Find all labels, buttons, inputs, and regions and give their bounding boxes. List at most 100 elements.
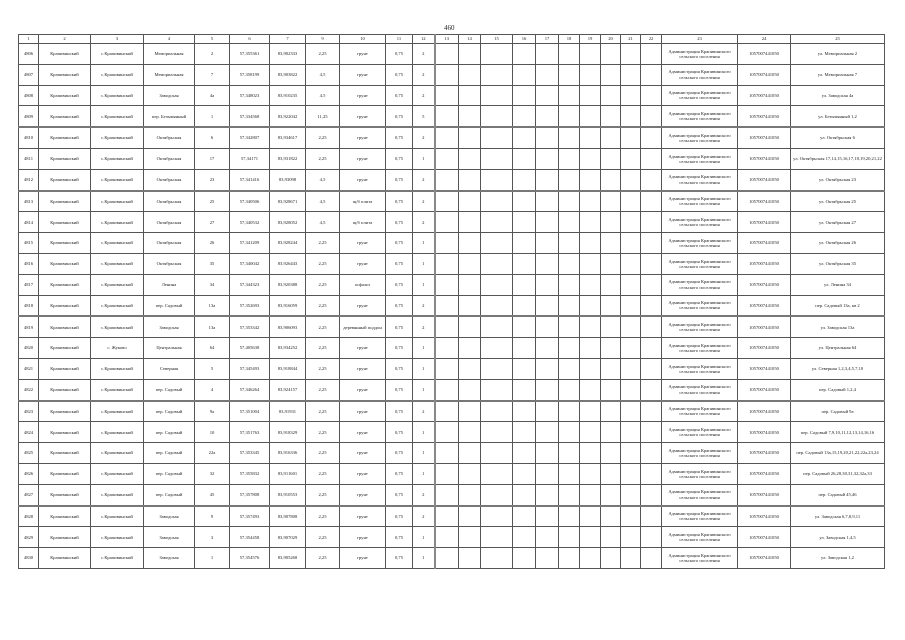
table-cell: грунт xyxy=(339,147,386,170)
table-cell: Крапивинский xyxy=(38,357,91,380)
table-cell: 57,341209 xyxy=(229,232,270,254)
table-row: 4820 Крапивинский с. Жуково Центральная 64 57… xyxy=(18,337,885,359)
table-cell xyxy=(640,105,662,128)
table-cell: 57,357808 xyxy=(229,483,270,507)
table-cell: 57,405638 xyxy=(229,337,270,359)
table-cell xyxy=(512,357,536,380)
column-header: 18 xyxy=(558,34,580,44)
column-header: 17 xyxy=(535,34,559,44)
table-cell xyxy=(535,273,559,296)
table-cell xyxy=(480,84,513,107)
column-header: 16 xyxy=(512,34,536,44)
table-cell xyxy=(535,315,559,339)
table-cell: 9а xyxy=(194,399,230,423)
table-cell xyxy=(558,483,580,507)
table-cell: 34 xyxy=(194,273,230,296)
column-header: 5 xyxy=(194,34,230,44)
table-cell: 83,903822 xyxy=(269,63,306,86)
table-cell xyxy=(535,252,559,275)
table-cell: 0,75 xyxy=(385,337,413,359)
table-cell: 83,934617 xyxy=(269,126,306,149)
table-cell: с.Крапивинский xyxy=(90,442,144,464)
table-cell: 2 xyxy=(194,43,230,65)
table-cell xyxy=(512,378,536,402)
page-number: 460 xyxy=(444,24,455,32)
table-row: 4830 Крапивинский с.Крапивинский Заводская 1… xyxy=(18,547,885,569)
table-cell xyxy=(579,526,601,549)
table-cell: 0,75 xyxy=(385,126,413,149)
table-cell: 83,924157 xyxy=(269,378,306,402)
table-cell: 2,25 xyxy=(305,252,340,275)
table-cell xyxy=(480,378,513,402)
table-cell: с.Крапивинский xyxy=(90,43,144,65)
table-cell xyxy=(579,399,601,423)
table-cell xyxy=(620,43,641,65)
column-header: 25 xyxy=(790,34,885,44)
table-cell: грунт xyxy=(339,337,386,359)
table-cell xyxy=(558,189,580,213)
table-cell xyxy=(640,232,662,254)
table-cell: с.Крапивинский xyxy=(90,547,144,569)
table-cell xyxy=(600,526,621,549)
table-cell: 4813 xyxy=(18,189,39,213)
table-cell: 4825 xyxy=(18,442,39,464)
column-header: 23 xyxy=(661,34,738,44)
table-cell xyxy=(512,399,536,423)
table-cell xyxy=(480,189,513,213)
table-cell: 83,907029 xyxy=(269,526,306,549)
table-cell: Крапивинский xyxy=(38,273,91,296)
table-cell xyxy=(640,252,662,275)
table-cell xyxy=(480,421,513,444)
table-cell xyxy=(558,84,580,107)
table-cell: 1057007441050 xyxy=(737,421,791,444)
table-cell xyxy=(458,378,481,402)
table-cell xyxy=(535,232,559,254)
table-cell: ул. Октябрьская 27 xyxy=(790,211,885,234)
table-cell: Крапивинский xyxy=(38,147,91,170)
table-cell: Администрация Крапивинского сельского по… xyxy=(661,294,738,317)
table-cell: 83,916059 xyxy=(269,294,306,317)
table-cell: пер. Садовый xyxy=(143,378,195,402)
table-cell: 57,34171 xyxy=(229,147,270,170)
table-cell xyxy=(579,315,601,339)
table-cell xyxy=(640,189,662,213)
table-cell: 6 xyxy=(194,126,230,149)
table-cell xyxy=(579,547,601,569)
table-cell: Крапивинский xyxy=(38,252,91,275)
table-cell xyxy=(535,105,559,128)
table-cell: с.Крапивинский xyxy=(90,378,144,402)
table-cell xyxy=(579,43,601,65)
table-cell xyxy=(512,526,536,549)
table-cell: 1057007441050 xyxy=(737,483,791,507)
column-header: 14 xyxy=(458,34,481,44)
table-cell xyxy=(512,294,536,317)
table-cell xyxy=(512,504,536,528)
table-cell xyxy=(640,421,662,444)
table-cell: 57,340042 xyxy=(229,252,270,275)
table-cell xyxy=(458,105,481,128)
table-cell: Крапивинский xyxy=(38,168,91,192)
table-cell xyxy=(480,273,513,296)
table-cell xyxy=(458,63,481,86)
table-cell: Центральная xyxy=(143,337,195,359)
table-cell: 0,75 xyxy=(385,315,413,339)
table-cell xyxy=(600,378,621,402)
table-cell xyxy=(600,126,621,149)
table-cell xyxy=(579,232,601,254)
table-cell xyxy=(620,378,641,402)
table-cell xyxy=(600,294,621,317)
table-cell xyxy=(640,378,662,402)
table-cell xyxy=(512,421,536,444)
table-cell xyxy=(480,337,513,359)
table-cell xyxy=(434,442,459,464)
table-cell: 4809 xyxy=(18,105,39,128)
table-cell xyxy=(620,126,641,149)
table-cell xyxy=(480,526,513,549)
table-cell: 4829 xyxy=(18,526,39,549)
table-cell xyxy=(558,232,580,254)
table-cell xyxy=(620,315,641,339)
table-cell: с.Крапивинский xyxy=(90,504,144,528)
table-cell: 1057007441050 xyxy=(737,147,791,170)
table-cell xyxy=(480,399,513,423)
table-cell: 57,355832 xyxy=(229,462,270,485)
